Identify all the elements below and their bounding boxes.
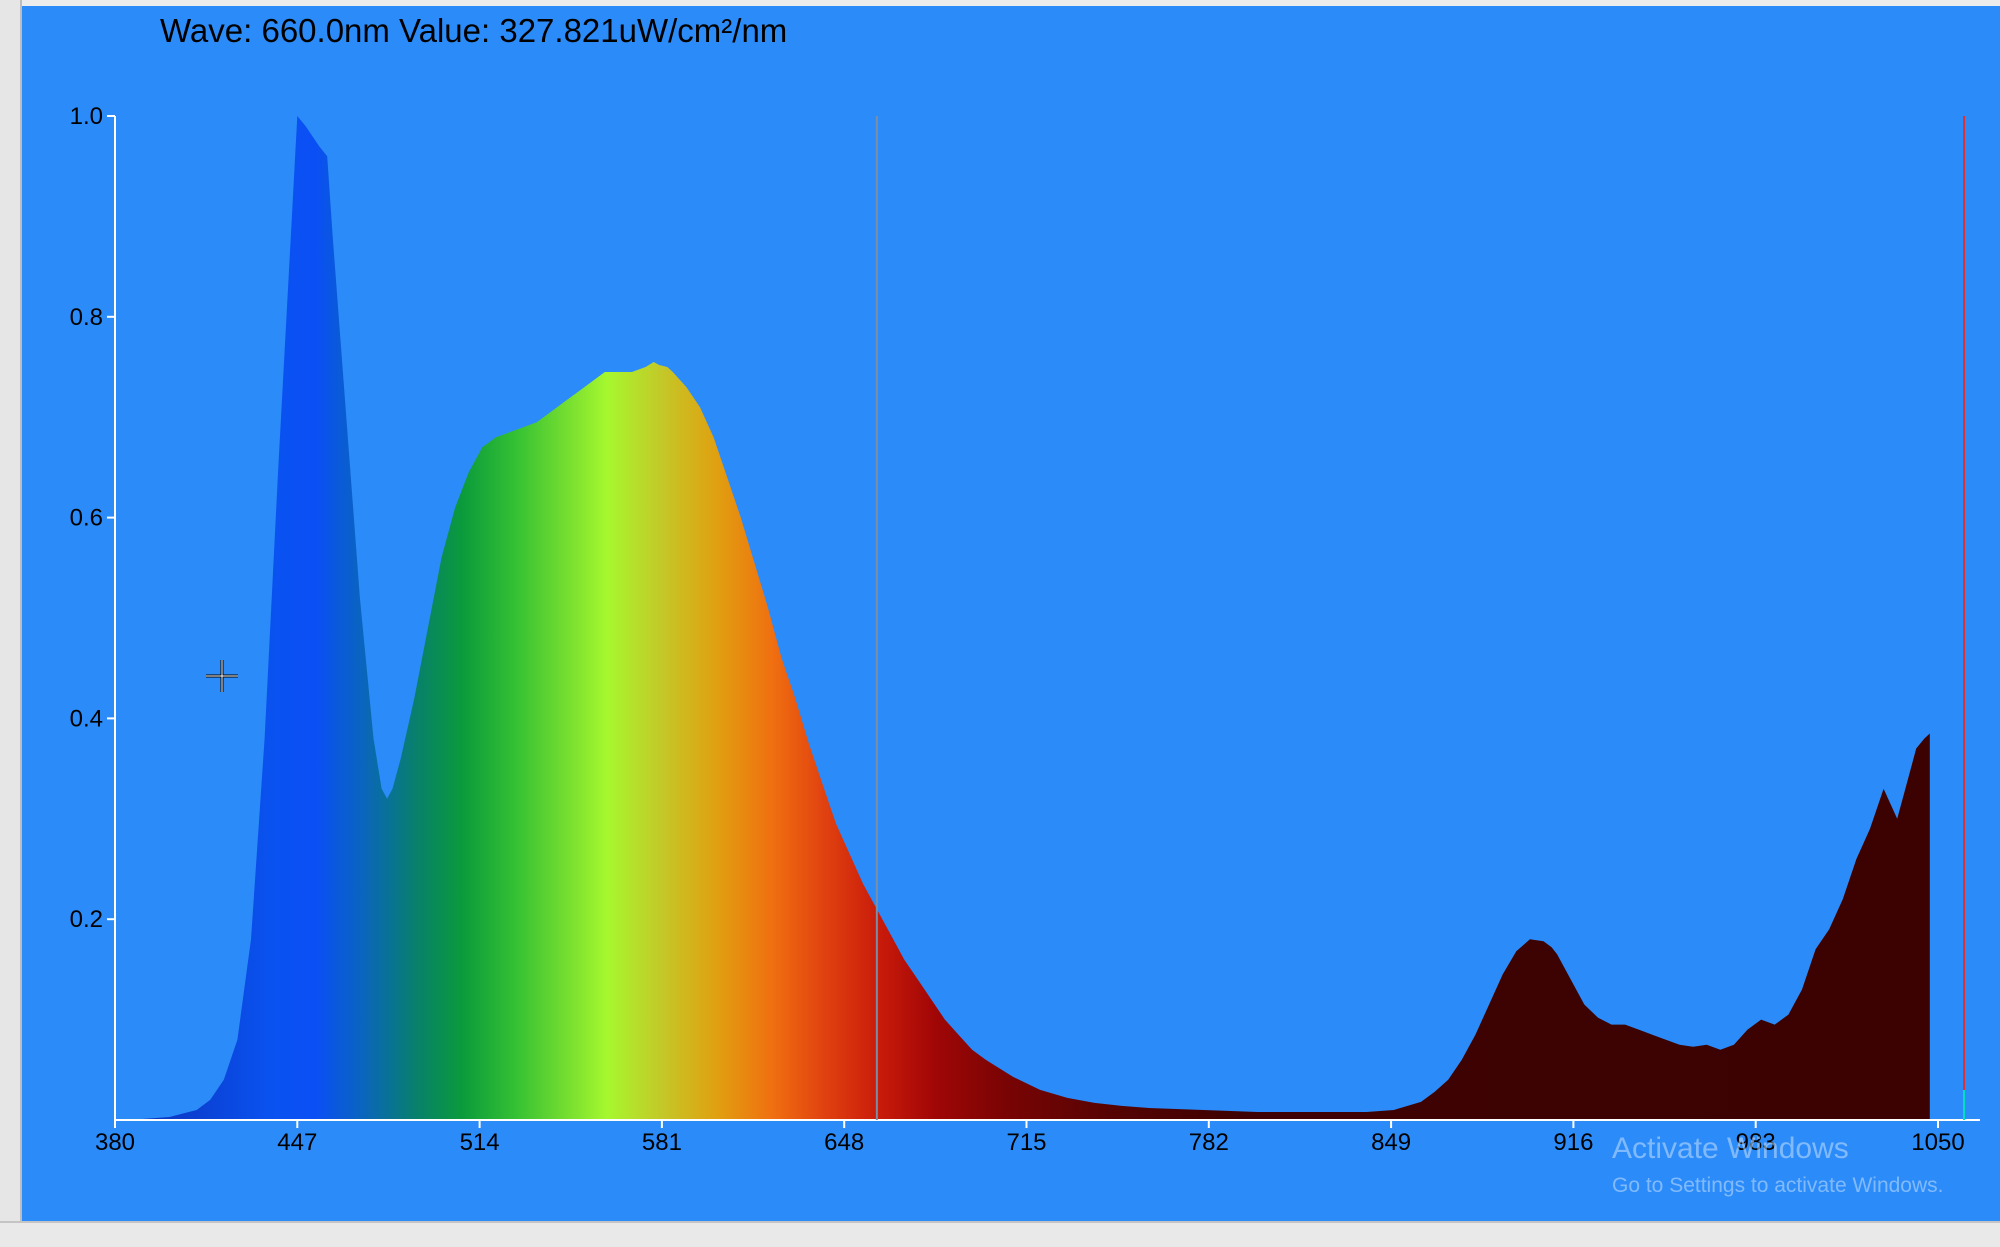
x-tick-labels: 380 447 514 581 648 715 782 849 916 983 1050 [95,1129,1965,1156]
x-tick-label: 648 [824,1129,864,1156]
y-tick-label: 0.2 [70,906,103,933]
x-tick-label: 916 [1553,1129,1593,1156]
spectrum-area [115,116,1930,1120]
y-tick-label: 0.4 [70,705,103,732]
x-tick-label: 380 [95,1129,135,1156]
x-tick-label: 983 [1736,1129,1776,1156]
marker-layer [875,116,1965,1120]
x-tick-label: 1050 [1911,1129,1964,1156]
y-tick-label: 1.0 [70,103,103,130]
axis-layer [107,115,1980,1128]
crosshair-cursor-icon [206,660,238,692]
x-tick-label: 514 [460,1129,500,1156]
y-tick-label: 0.6 [70,505,103,532]
window-bottom-edge [0,1221,2000,1247]
x-tick-label: 447 [277,1129,317,1156]
activate-windows-subtitle: Go to Settings to activate Windows. [1612,1174,1944,1197]
x-tick-label: 581 [642,1129,682,1156]
x-tick-label: 782 [1189,1129,1229,1156]
x-tick-label: 849 [1371,1129,1411,1156]
y-tick-labels: 0.2 0.4 0.6 0.8 1.0 [70,103,103,933]
wave-value-readout: Wave: 660.0nm Value: 327.821uW/cm²/nm [160,12,788,49]
x-tick-label: 715 [1006,1129,1046,1156]
y-tick-label: 0.8 [70,304,103,331]
window-left-edge [0,0,22,1245]
spectrum-area-layer [115,116,1930,1120]
activate-windows-title: Activate Windows [1612,1132,1849,1165]
